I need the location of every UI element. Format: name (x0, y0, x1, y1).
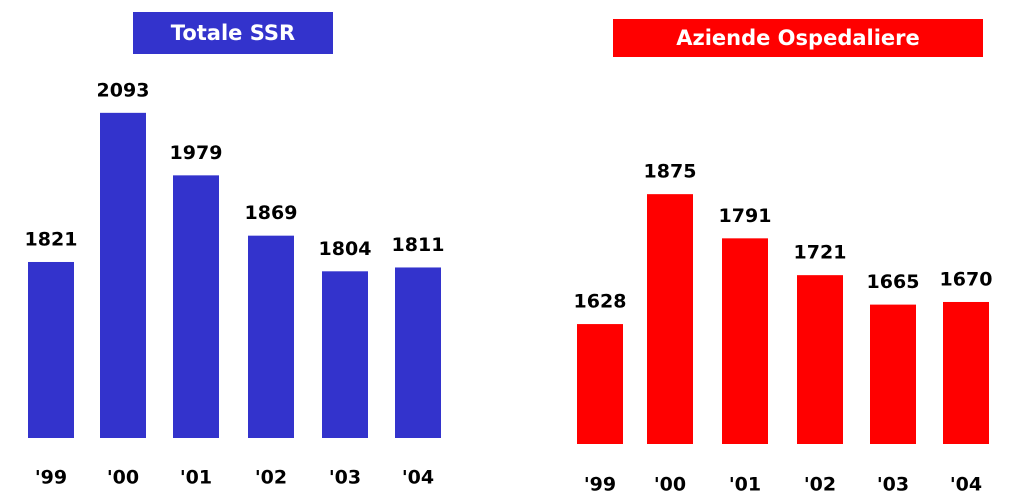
bar (722, 238, 768, 444)
x-tick-label: '00 (654, 474, 686, 493)
bar (173, 175, 219, 438)
chart-title: Totale SSR (171, 21, 295, 45)
x-tick-label: '01 (180, 467, 212, 489)
bar (647, 194, 693, 444)
bar (797, 275, 843, 444)
bar (248, 235, 294, 438)
value-label: 1869 (245, 202, 298, 224)
chart-title: Aziende Ospedaliere (676, 26, 920, 50)
value-label: 1665 (867, 271, 920, 293)
value-label: 1811 (392, 234, 445, 256)
bar (322, 271, 368, 438)
bar (870, 304, 916, 444)
value-label: 1721 (794, 242, 847, 264)
value-label: 1670 (940, 268, 993, 290)
value-label: 1875 (644, 161, 697, 183)
title-box (613, 19, 983, 57)
title-box (133, 12, 333, 54)
x-tick-label: '03 (329, 467, 361, 489)
bar (28, 261, 74, 438)
x-tick-label: '00 (107, 467, 139, 489)
value-label: 1979 (170, 142, 223, 164)
x-tick-label: '02 (255, 467, 287, 489)
x-tick-label: '04 (950, 474, 982, 493)
x-tick-label: '99 (584, 474, 616, 493)
value-label: 2093 (97, 79, 150, 101)
bar (100, 112, 146, 439)
bar (395, 267, 441, 438)
value-label: 1791 (719, 205, 772, 227)
x-tick-label: '02 (804, 474, 836, 493)
x-tick-label: '04 (402, 467, 434, 489)
bar (577, 324, 623, 444)
x-tick-label: '01 (729, 474, 761, 493)
value-label: 1804 (319, 238, 372, 260)
x-tick-label: '03 (877, 474, 909, 493)
value-label: 1628 (574, 291, 627, 313)
bar (943, 301, 989, 444)
x-tick-label: '99 (35, 467, 67, 489)
value-label: 1821 (25, 228, 78, 250)
